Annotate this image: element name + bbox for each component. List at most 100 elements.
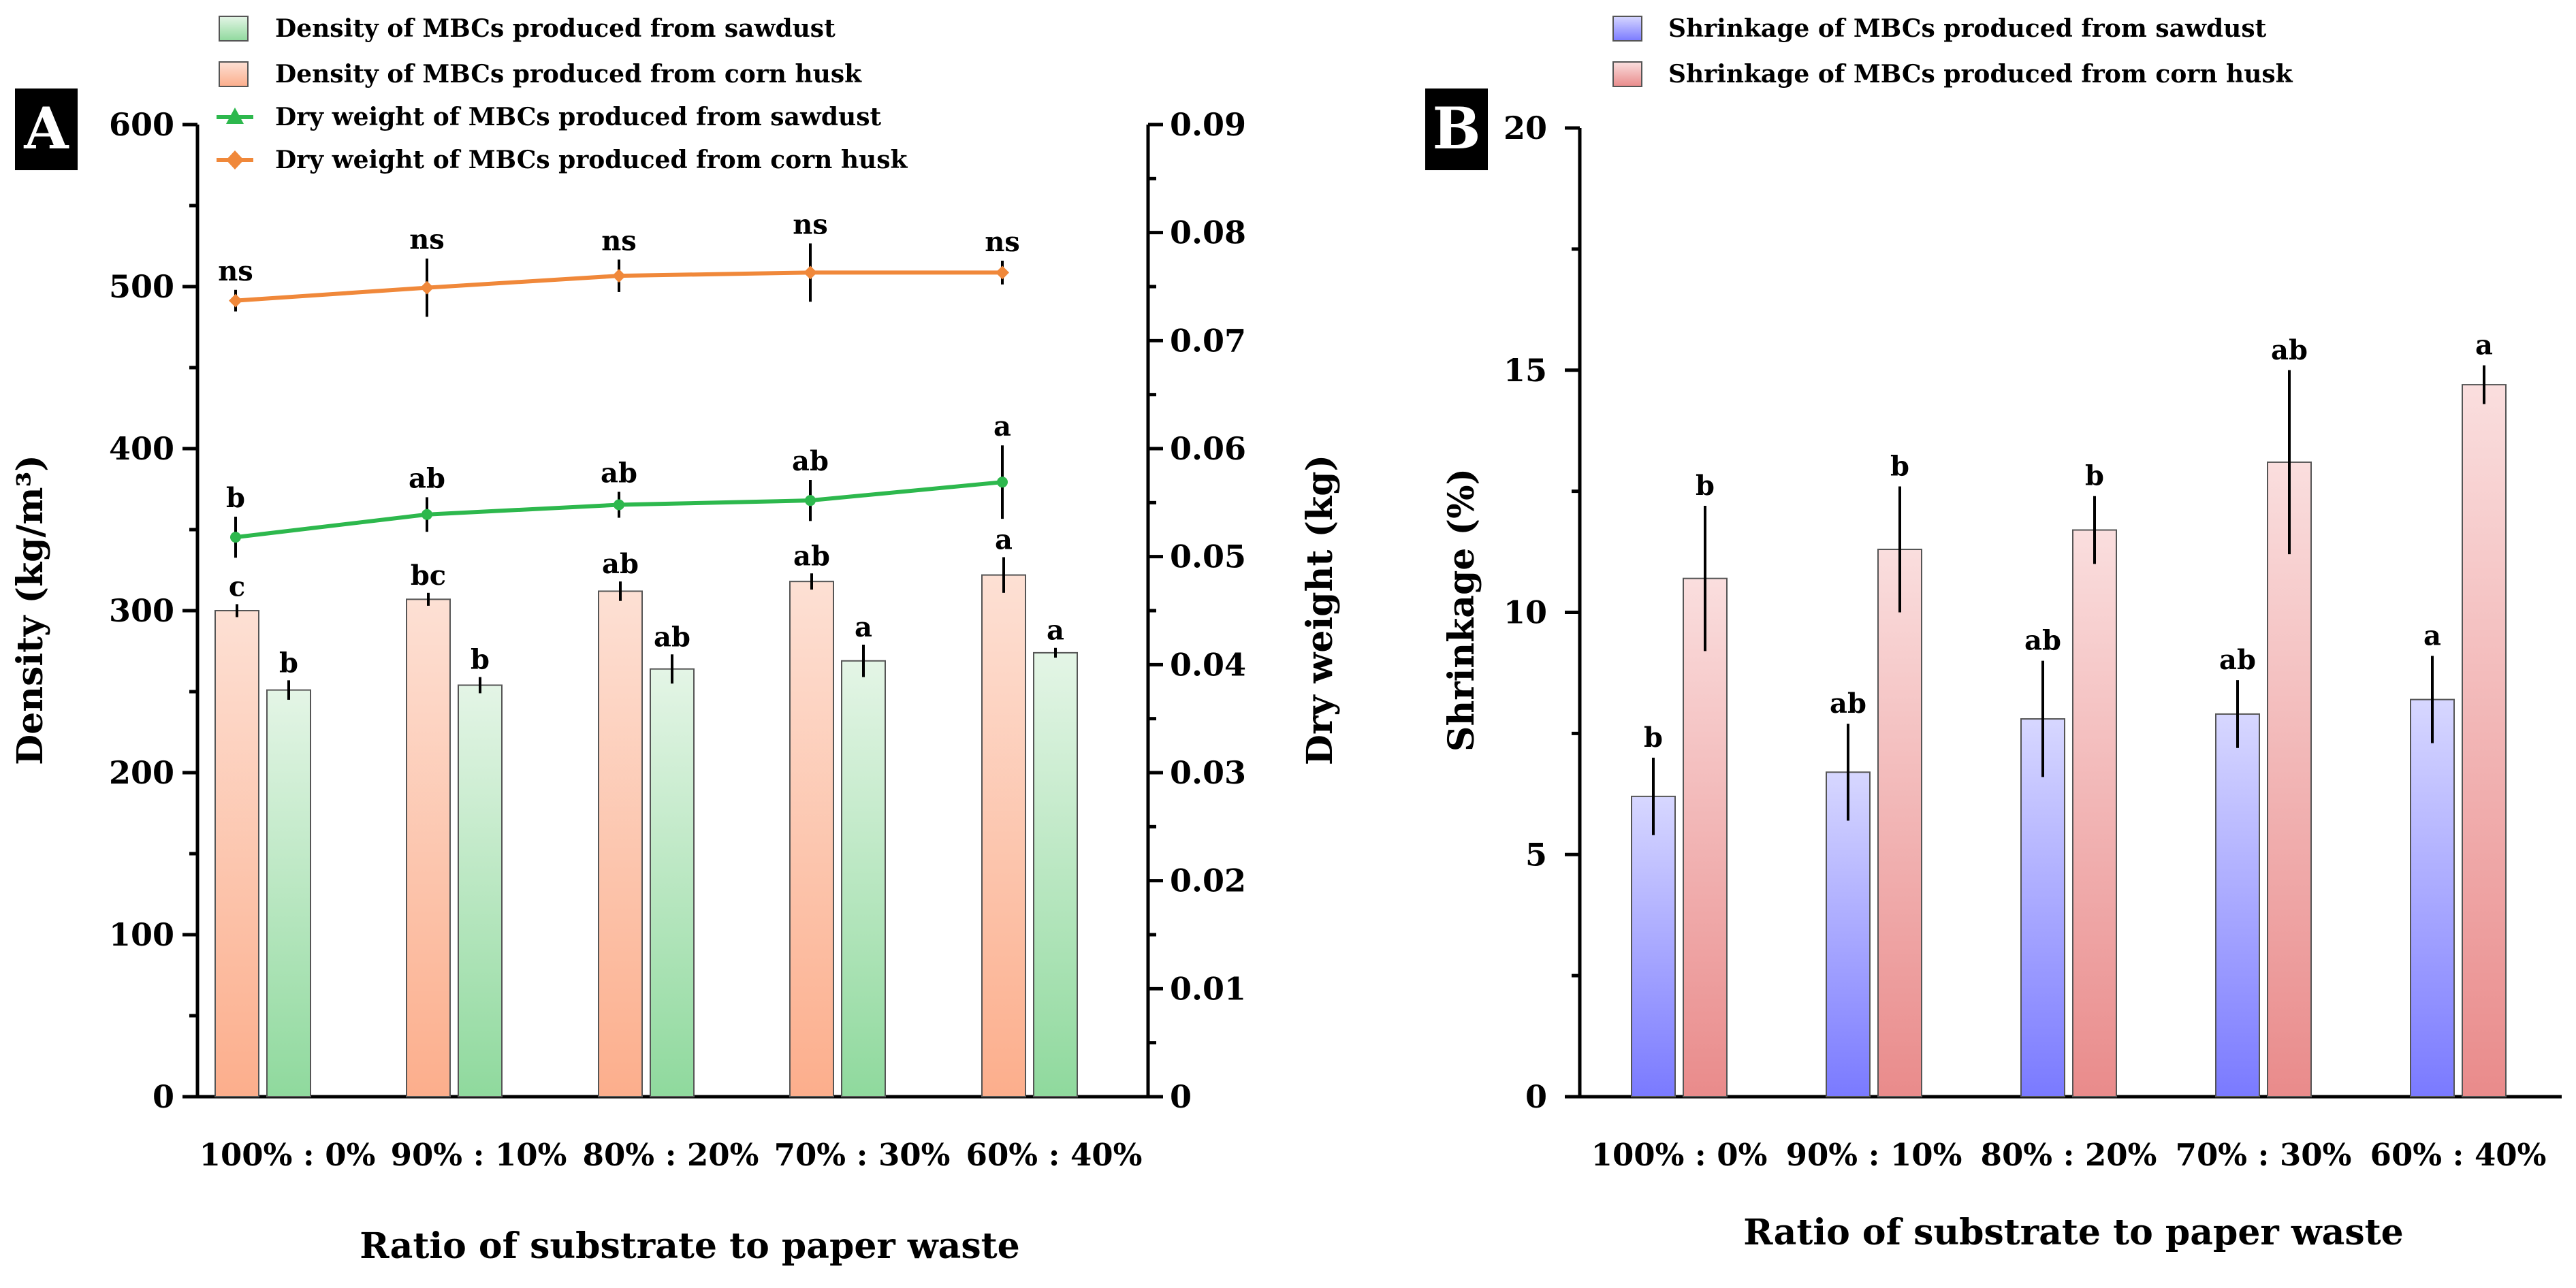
panel-a-y2-tick-label: 0.07 xyxy=(1170,322,1246,359)
panel-a-legend: Density of MBCs produced from sawdust De… xyxy=(217,14,908,174)
bar-cornhusk-density xyxy=(406,598,451,1097)
panel-b-category-label: 90% : 10% xyxy=(1786,1137,1962,1173)
legend-label-sawdust-dryweight: Dry weight of MBCs produced from sawdust xyxy=(275,103,881,131)
sig-label-sawdust-dryweight: ab xyxy=(792,445,829,477)
panel-b-x-axis-title: Ratio of substrate to paper waste xyxy=(1743,1212,2404,1253)
legend-swatch-cornhusk-density xyxy=(219,61,249,87)
sig-label-cornhusk-dryweight: ns xyxy=(793,209,828,241)
sig-label-cornhusk-dryweight: ns xyxy=(218,255,253,287)
point-sawdust-dryweight xyxy=(422,509,432,520)
sig-label-sawdust-dryweight: ab xyxy=(409,462,445,494)
panel-b-category-label: 100% : 0% xyxy=(1591,1137,1768,1173)
legend-label-cornhusk-shrinkage: Shrinkage of MBCs produced from corn hus… xyxy=(1668,60,2293,88)
sig-label-sawdust-density: a xyxy=(855,611,872,643)
panel-a-label-box xyxy=(15,88,78,170)
legend-marker-cornhusk-dryweight xyxy=(226,150,244,170)
bar-cornhusk-density xyxy=(214,610,259,1097)
bar-cornhusk-shrinkage xyxy=(1877,549,1922,1097)
point-cornhusk-dryweight xyxy=(229,293,242,308)
panel-b-label-box xyxy=(1425,88,1488,170)
panel-a-lines: b ab ab ab a ns ns ns ns ns xyxy=(218,209,1020,558)
bar-cornhusk-density xyxy=(789,581,834,1097)
sig-label-sawdust-shrinkage: b xyxy=(1644,722,1663,754)
panel-b-category-label: 80% : 20% xyxy=(1981,1137,2157,1173)
panel-b-y-tick-label: 15 xyxy=(1504,352,1547,389)
point-sawdust-dryweight xyxy=(230,532,241,543)
bar-sawdust-shrinkage xyxy=(1826,771,1871,1098)
panel-b-y-tick-label: 5 xyxy=(1525,836,1547,873)
bar-sawdust-shrinkage xyxy=(2020,718,2065,1097)
point-cornhusk-dryweight xyxy=(996,265,1009,280)
bar-cornhusk-shrinkage xyxy=(2462,384,2507,1097)
bar-sawdust-shrinkage xyxy=(2410,698,2455,1097)
panel-a-y-tick-label: 200 xyxy=(109,754,174,791)
sig-label-sawdust-dryweight: a xyxy=(993,410,1011,442)
panel-b: B Shrinkage of MBCs produced from sawdus… xyxy=(1425,14,2562,1253)
panel-a-category-label: 90% : 10% xyxy=(391,1137,567,1173)
panel-b-y-tick-label: 20 xyxy=(1504,110,1547,146)
sig-label-sawdust-density: a xyxy=(1047,615,1064,647)
legend-marker-sawdust-dryweight xyxy=(226,108,244,124)
panel-a: A Density of MBCs produced from sawdust … xyxy=(10,14,1341,1267)
point-cornhusk-dryweight xyxy=(420,280,434,295)
sig-label-sawdust-density: ab xyxy=(654,621,690,653)
sig-label-cornhusk-dryweight: ns xyxy=(601,225,637,257)
panel-a-category-label: 80% : 20% xyxy=(583,1137,759,1173)
legend-swatch-cornhusk-shrinkage xyxy=(1612,61,1642,87)
panel-a-y2-axis-title: Dry weight (kg) xyxy=(1299,455,1341,765)
panel-a-y2-tick-label: 0.04 xyxy=(1170,646,1246,683)
legend-swatch-sawdust-density xyxy=(219,16,249,42)
panel-a-y2-tick-label: 0.05 xyxy=(1170,538,1246,575)
panel-a-y2-tick-label: 0 xyxy=(1170,1078,1192,1115)
panel-a-y-tick-label: 100 xyxy=(109,916,174,953)
panel-b-label: B xyxy=(1433,95,1481,162)
panel-b-y-axis-title: Shrinkage (%) xyxy=(1441,468,1482,752)
legend-label-cornhusk-dryweight: Dry weight of MBCs produced from corn hu… xyxy=(275,146,908,174)
panel-a-y-tick-label: 600 xyxy=(109,106,174,143)
sig-label-cornhusk-shrinkage: b xyxy=(2085,460,2104,492)
legend-swatch-sawdust-shrinkage xyxy=(1612,16,1642,42)
panel-a-y2-tick-label: 0.03 xyxy=(1170,754,1246,791)
sig-label-sawdust-shrinkage: ab xyxy=(2219,644,2256,676)
bar-sawdust-shrinkage xyxy=(2215,713,2260,1098)
panel-b-y-tick-label: 0 xyxy=(1525,1078,1547,1115)
panel-a-y-ticks: 0 100 200 300 400 500 600 xyxy=(109,106,197,1115)
sig-label-cornhusk-density: a xyxy=(995,524,1013,556)
sig-label-cornhusk-shrinkage: b xyxy=(1890,451,1909,483)
panel-a-y-tick-label: 400 xyxy=(109,430,174,467)
sig-label-cornhusk-density: bc xyxy=(411,560,446,592)
panel-b-y-ticks: 0 5 10 15 20 xyxy=(1504,110,1580,1115)
legend-label-cornhusk-density: Density of MBCs produced from corn husk xyxy=(275,60,862,88)
panel-a-category-label: 60% : 40% xyxy=(966,1137,1143,1173)
sig-label-sawdust-density: b xyxy=(471,644,490,676)
bar-cornhusk-density xyxy=(981,574,1026,1097)
sig-label-cornhusk-dryweight: ns xyxy=(409,224,445,256)
panel-a-y2-tick-label: 0.01 xyxy=(1170,970,1246,1007)
panel-b-category-label: 70% : 30% xyxy=(2176,1137,2352,1173)
panel-a-y-tick-label: 500 xyxy=(109,268,174,305)
panel-b-category-labels: 100% : 0% 90% : 10% 80% : 20% 70% : 30% 60% … xyxy=(1591,1137,2547,1173)
sig-label-cornhusk-density: ab xyxy=(793,540,830,572)
panel-a-y2-tick-label: 0.06 xyxy=(1170,430,1246,467)
panel-b-bars: b b ab b ab b ab ab a a xyxy=(1631,329,2507,1098)
bar-sawdust-density xyxy=(1033,651,1078,1097)
panel-a-y2-tick-label: 0.09 xyxy=(1170,106,1246,143)
sig-label-cornhusk-density: c xyxy=(229,570,245,602)
point-sawdust-dryweight xyxy=(997,477,1008,488)
panel-a-y2-tick-label: 0.02 xyxy=(1170,863,1246,899)
sig-label-sawdust-shrinkage: a xyxy=(2423,620,2441,652)
panel-a-x-axis-title: Ratio of substrate to paper waste xyxy=(360,1225,1020,1267)
point-cornhusk-dryweight xyxy=(804,265,817,280)
bar-cornhusk-shrinkage xyxy=(2072,529,2117,1097)
bar-cornhusk-density xyxy=(598,590,643,1097)
bar-sawdust-density xyxy=(650,668,695,1097)
point-sawdust-dryweight xyxy=(805,495,816,506)
legend-label-sawdust-density: Density of MBCs produced from sawdust xyxy=(275,14,836,43)
panel-a-category-labels: 100% : 0% 90% : 10% 80% : 20% 70% : 30% 60% … xyxy=(200,1137,1143,1173)
panel-a-label: A xyxy=(23,95,69,162)
sig-label-cornhusk-dryweight: ns xyxy=(985,226,1020,258)
panel-a-y2-ticks: 0 0.01 0.02 0.03 0.04 0.05 0.06 0.07 0.08 0.09 xyxy=(1148,106,1246,1115)
bar-sawdust-density xyxy=(841,660,886,1097)
bar-sawdust-shrinkage xyxy=(1631,795,1676,1097)
